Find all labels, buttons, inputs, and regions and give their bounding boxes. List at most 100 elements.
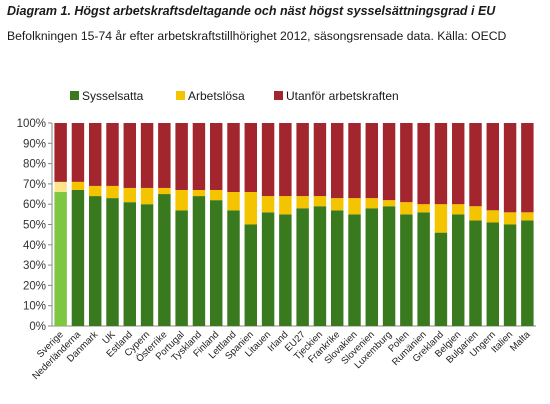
y-tick-label: 20% [23, 280, 46, 292]
y-tick-label: 90% [23, 138, 46, 150]
bar-segment-employed [244, 224, 258, 326]
bar-segment-unemployed [521, 212, 534, 221]
bar-segment-employed [434, 232, 448, 326]
bar-segment-employed [192, 196, 206, 326]
bar-segment-employed [400, 214, 413, 326]
y-tick-label: 30% [23, 260, 46, 272]
y-tick-label: 70% [23, 179, 46, 191]
y-tick-label: 10% [23, 301, 46, 313]
bar-segment-outside [88, 123, 102, 186]
bar-segment-employed [209, 200, 223, 326]
bar-segment-unemployed [434, 204, 448, 233]
bar-segment-unemployed [365, 198, 379, 209]
bar-segment-employed [296, 208, 309, 326]
bar-segment-unemployed [486, 210, 500, 223]
bar-segment-employed [106, 198, 119, 326]
bar-segment-unemployed [158, 187, 171, 195]
legend-swatch-outside [274, 91, 283, 100]
y-tick-label: 0% [29, 321, 46, 333]
bar-segment-outside [158, 123, 171, 188]
bar-segment-unemployed [261, 196, 275, 213]
bar-segment-outside [244, 123, 258, 193]
bar-segment-employed [175, 210, 188, 326]
bar-segment-unemployed [296, 196, 309, 209]
bar-segment-unemployed [451, 204, 465, 215]
bar-segment-employed [486, 222, 500, 326]
bar-segment-employed [417, 212, 430, 326]
bar-segment-employed [521, 220, 534, 326]
y-tick-label: 60% [23, 199, 46, 211]
bar-segment-unemployed [71, 181, 85, 190]
bar-segment-unemployed [382, 200, 396, 207]
bar-segment-unemployed [400, 202, 413, 215]
y-tick-label: 80% [23, 159, 46, 171]
bar-segment-employed [279, 214, 292, 326]
bar-segment-outside [521, 123, 534, 213]
y-tick-label: 100% [17, 118, 46, 130]
bar-segment-employed [313, 206, 327, 326]
bar-segment-employed [54, 192, 67, 326]
bar-segment-outside [400, 123, 413, 203]
bar-segment-unemployed [313, 196, 327, 207]
bar-segment-employed [88, 196, 102, 326]
bar-segment-employed [348, 214, 361, 326]
bar-segment-outside [123, 123, 137, 188]
legend-label-unemployed: Arbetslösa [188, 89, 245, 103]
bars [54, 123, 534, 326]
bar-segment-unemployed [348, 198, 361, 215]
bar-segment-employed [123, 202, 137, 326]
bar-segment-unemployed [330, 198, 344, 211]
bar-segment-outside [313, 123, 327, 197]
bar-segment-employed [382, 206, 396, 326]
bar-segment-outside [348, 123, 361, 199]
bar-segment-outside [503, 123, 517, 213]
bar-segment-outside [261, 123, 275, 197]
bar-segment-unemployed [244, 192, 258, 225]
bar-segment-employed [140, 204, 154, 326]
bar-segment-employed [261, 212, 275, 326]
bar-segment-employed [158, 194, 171, 326]
legend-label-employed: Sysselsatta [82, 89, 144, 103]
bar-segment-unemployed [279, 196, 292, 215]
bar-segment-outside [175, 123, 188, 190]
bar-segment-employed [71, 189, 85, 326]
bar-segment-outside [451, 123, 465, 205]
bar-segment-unemployed [417, 204, 430, 213]
bar-segment-employed [451, 214, 465, 326]
chart-subtitle: Befolkningen 15-74 år efter arbetskrafts… [7, 29, 507, 43]
bar-segment-outside [296, 123, 309, 197]
bar-segment-unemployed [88, 185, 102, 197]
bar-segment-employed [503, 224, 517, 326]
bar-segment-unemployed [175, 189, 188, 211]
y-tick-label: 50% [23, 220, 46, 232]
bar-segment-unemployed [106, 185, 119, 199]
bar-segment-outside [209, 123, 223, 190]
bar-segment-outside [365, 123, 379, 199]
bar-segment-unemployed [123, 187, 137, 203]
bar-segment-outside [434, 123, 448, 205]
bar-segment-outside [227, 123, 240, 193]
y-tick-label: 40% [23, 240, 46, 252]
legend-swatch-employed [70, 91, 79, 100]
bar-segment-employed [365, 208, 379, 326]
bar-segment-unemployed [469, 206, 482, 221]
bar-segment-employed [330, 210, 344, 326]
bar-segment-unemployed [140, 187, 154, 205]
bar-segment-employed [469, 220, 482, 326]
bar-segment-unemployed [503, 212, 517, 225]
x-tick-label: Malta [508, 329, 533, 354]
bar-segment-outside [140, 123, 154, 188]
bar-segment-outside [330, 123, 344, 199]
legend: Sysselsatta Arbetslösa Utanför arbetskra… [70, 89, 399, 103]
legend-swatch-unemployed [176, 91, 185, 100]
bar-segment-unemployed [192, 189, 206, 197]
bar-segment-outside [486, 123, 500, 211]
bar-segment-unemployed [54, 181, 67, 193]
bar-segment-outside [54, 123, 67, 182]
bar-segment-outside [417, 123, 430, 205]
bar-segment-outside [71, 123, 85, 182]
legend-label-outside: Utanför arbetskraften [286, 89, 399, 103]
bar-segment-outside [192, 123, 206, 190]
